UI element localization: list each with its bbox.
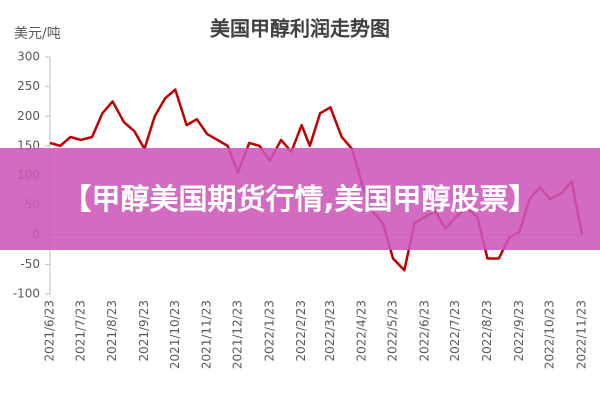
- x-tick-label: 2022/1/23: [262, 300, 276, 362]
- x-tick-label: 2022/7/23: [448, 300, 462, 362]
- line: [49, 88, 584, 272]
- x-tick-label: 2022/6/23: [417, 300, 431, 362]
- chart-title: 美国甲醇利润走势图: [210, 17, 390, 41]
- x-tick-label: 2022/9/23: [512, 300, 526, 362]
- x-tick-label: 2022/4/23: [355, 300, 369, 362]
- x-tick-label: 2021/11/23: [200, 300, 214, 369]
- y-tick-label: 200: [17, 109, 40, 123]
- y-tick-label: 300: [17, 50, 40, 64]
- x-tick-label: 2022/11/23: [575, 300, 589, 369]
- y-tick-label: -50: [20, 257, 40, 271]
- x-tick-label: 2021/9/23: [137, 300, 151, 362]
- x-tick-label: 2022/5/23: [386, 300, 400, 362]
- x-tick-label: 2021/12/23: [230, 300, 244, 369]
- x-tick-label: 2021/7/23: [73, 300, 87, 362]
- x-tick-label: 2022/8/23: [480, 300, 494, 362]
- x-tick-label: 2022/10/23: [543, 300, 557, 369]
- y-tick-label: -100: [13, 287, 40, 301]
- y-tick-label: 250: [17, 79, 40, 93]
- banner: 【甲醇美国期货行情,美国甲醇股票】: [0, 148, 600, 250]
- y-axis-label: 美元/吨: [14, 26, 61, 42]
- x-tick-label: 2021/6/23: [43, 300, 57, 362]
- banner-text: 【甲醇美国期货行情,美国甲醇股票】: [62, 182, 538, 216]
- x-tick-label: 2022/3/23: [323, 300, 337, 362]
- x-tick-label: 2022/2/23: [294, 300, 308, 362]
- x-tick-label: 2021/10/23: [168, 300, 182, 369]
- x-tick-label: 2021/8/23: [105, 300, 119, 362]
